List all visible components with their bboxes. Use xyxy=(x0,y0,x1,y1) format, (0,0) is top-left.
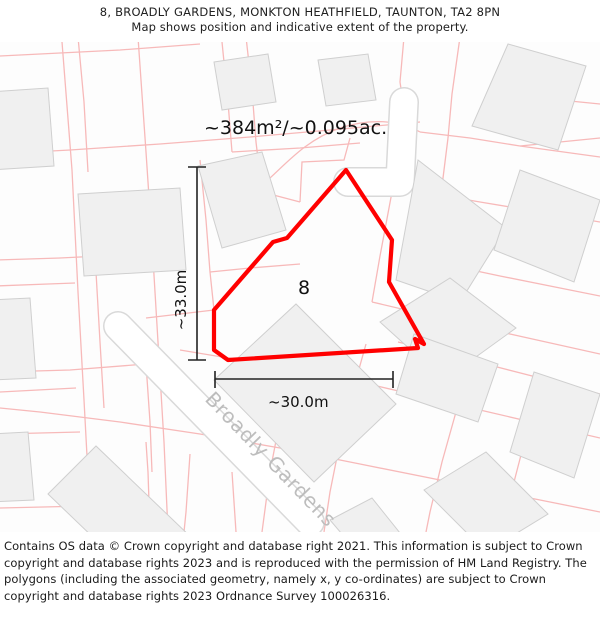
building-footprint xyxy=(0,87,55,170)
building-footprint xyxy=(213,53,277,111)
page-title: 8, BROADLY GARDENS, MONKTON HEATHFIELD, … xyxy=(99,5,501,19)
width-dimension-label: ~30.0m xyxy=(268,393,329,411)
building-footprint xyxy=(317,53,377,107)
building-footprint xyxy=(77,187,187,277)
plot-number-label: 8 xyxy=(298,277,310,299)
map-header: 8, BROADLY GARDENS, MONKTON HEATHFIELD, … xyxy=(0,0,600,42)
page-subtitle: Map shows position and indicative extent… xyxy=(131,20,469,34)
building-footprint xyxy=(509,371,600,479)
building-footprint xyxy=(47,445,187,532)
building-footprint xyxy=(423,451,549,532)
area-label: ~384m²/~0.095ac. xyxy=(204,117,387,139)
building-footprint xyxy=(329,497,400,532)
building-footprint xyxy=(493,169,600,283)
building-footprint xyxy=(0,297,37,381)
building-footprint xyxy=(0,431,35,503)
height-dimension-label: ~33.0m xyxy=(172,270,190,331)
building-footprint xyxy=(213,303,397,483)
building-footprint xyxy=(395,333,499,423)
dimension-lines xyxy=(188,166,394,388)
copyright-footer: Contains OS data © Crown copyright and d… xyxy=(0,532,600,625)
copyright-text: Contains OS data © Crown copyright and d… xyxy=(4,539,587,603)
road-fill-broadly-gardens[interactable] xyxy=(104,312,324,532)
building-footprint xyxy=(197,151,287,249)
map-svg: ~384m²/~0.095ac. ~33.0m ~30.0m 8 Broadly… xyxy=(0,42,600,532)
road-fill-north[interactable] xyxy=(334,88,418,196)
map-canvas[interactable]: ~384m²/~0.095ac. ~33.0m ~30.0m 8 Broadly… xyxy=(0,42,600,532)
road-network xyxy=(103,87,419,532)
property-boundary-polygon[interactable] xyxy=(211,167,427,363)
building-footprints xyxy=(0,43,600,532)
building-footprint xyxy=(471,43,587,151)
